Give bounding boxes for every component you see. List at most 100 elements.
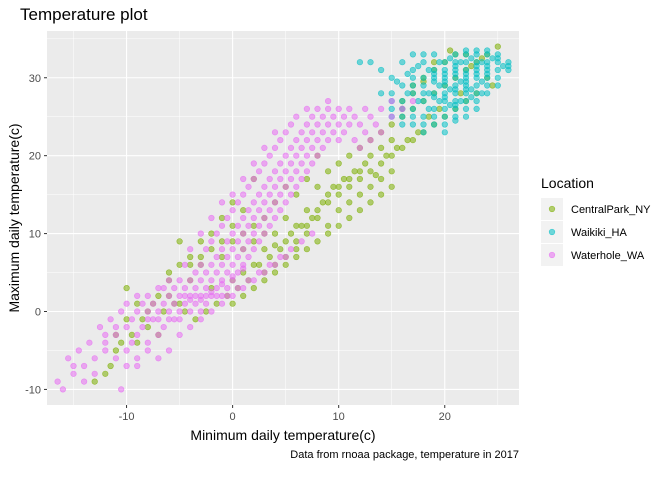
data-point-waikiki-ha [431, 121, 438, 128]
data-point-waterhole-wa [266, 222, 273, 229]
data-point-waterhole-wa [335, 105, 342, 112]
data-point-centralpark-ny [293, 246, 300, 253]
data-points [54, 43, 512, 393]
y-tick-label: 30 [29, 73, 41, 85]
data-point-waikiki-ha [436, 97, 443, 105]
data-point-centralpark-ny [346, 152, 353, 159]
data-point-centralpark-ny [314, 207, 321, 214]
data-point-waterhole-wa [139, 324, 146, 331]
data-point-waterhole-wa [229, 292, 236, 300]
data-point-waterhole-wa [261, 269, 268, 276]
data-point-waterhole-wa [208, 277, 215, 284]
data-point-centralpark-ny [298, 222, 305, 229]
data-point-waterhole-wa [218, 246, 226, 253]
data-point-waterhole-wa [176, 308, 183, 315]
data-point-waikiki-ha [462, 59, 470, 66]
data-point-waterhole-wa [271, 214, 279, 222]
data-point-waterhole-wa [271, 168, 279, 175]
data-point-waterhole-wa [187, 246, 194, 253]
data-point-centralpark-ny [165, 269, 173, 276]
data-point-centralpark-ny [271, 269, 279, 276]
legend-label-waterhole-wa: Waterhole_WA [571, 250, 645, 262]
data-point-waterhole-wa [245, 238, 252, 245]
data-point-waterhole-wa [59, 386, 67, 393]
data-point-waterhole-wa [160, 324, 167, 331]
data-point-centralpark-ny [356, 191, 364, 198]
data-point-waterhole-wa [234, 285, 241, 292]
data-point-waterhole-wa [86, 339, 93, 346]
data-point-waterhole-wa [245, 207, 252, 214]
data-point-waterhole-wa [282, 129, 289, 136]
data-point-waterhole-wa [80, 378, 88, 385]
data-point-centralpark-ny [425, 113, 432, 120]
data-point-waterhole-wa [298, 129, 305, 136]
axis-ticks: -10 0 10 20 -10 0 10 20 30 [25, 73, 451, 423]
data-point-waterhole-wa [314, 121, 321, 128]
data-point-waterhole-wa [372, 121, 379, 128]
data-point-waterhole-wa [203, 292, 210, 300]
data-point-waterhole-wa [309, 230, 316, 237]
data-point-waikiki-ha [473, 70, 480, 77]
data-point-centralpark-ny [378, 144, 385, 151]
data-point-centralpark-ny [367, 152, 374, 159]
data-point-waterhole-wa [218, 222, 226, 229]
data-point-waikiki-ha [462, 86, 470, 93]
data-point-waikiki-ha [478, 78, 486, 85]
data-point-centralpark-ny [181, 308, 188, 315]
data-point-waterhole-wa [192, 300, 199, 307]
data-point-waikiki-ha [484, 90, 491, 97]
x-tick-label: -10 [119, 411, 135, 423]
data-point-centralpark-ny [128, 331, 135, 339]
data-point-waterhole-wa [388, 97, 395, 105]
data-point-waterhole-wa [224, 269, 231, 276]
data-point-waterhole-wa [144, 292, 151, 300]
data-point-waikiki-ha [431, 78, 438, 85]
data-point-waterhole-wa [213, 285, 220, 292]
data-point-waikiki-ha [447, 55, 454, 62]
data-point-waterhole-wa [287, 246, 295, 253]
data-point-waterhole-wa [271, 199, 279, 206]
data-point-waterhole-wa [54, 378, 61, 385]
data-point-waikiki-ha [468, 86, 475, 93]
data-point-centralpark-ny [325, 222, 332, 229]
data-point-centralpark-ny [314, 183, 321, 190]
data-point-waterhole-wa [144, 347, 151, 354]
data-point-waterhole-wa [187, 296, 194, 303]
data-point-waterhole-wa [155, 331, 162, 339]
data-point-centralpark-ny [218, 253, 226, 261]
data-point-waterhole-wa [335, 121, 342, 128]
data-point-waterhole-wa [218, 281, 226, 288]
data-point-centralpark-ny [319, 199, 326, 206]
data-point-waikiki-ha [473, 47, 480, 54]
data-point-waterhole-wa [250, 199, 257, 206]
data-point-centralpark-ny [346, 199, 353, 206]
data-point-waikiki-ha [494, 55, 501, 62]
data-point-centralpark-ny [176, 238, 183, 245]
data-point-waterhole-wa [367, 137, 374, 144]
data-point-waterhole-wa [298, 144, 305, 151]
data-point-waterhole-wa [203, 269, 210, 276]
data-point-waterhole-wa [134, 292, 141, 300]
data-point-waterhole-wa [287, 160, 295, 167]
data-point-waterhole-wa [197, 308, 204, 315]
data-point-waterhole-wa [409, 97, 417, 105]
data-point-centralpark-ny [250, 285, 257, 292]
data-point-centralpark-ny [229, 300, 236, 307]
data-point-waterhole-wa [245, 183, 252, 190]
data-point-waterhole-wa [208, 214, 215, 222]
data-point-waikiki-ha [420, 129, 427, 136]
data-point-waikiki-ha [462, 105, 470, 112]
data-point-waterhole-wa [107, 316, 114, 323]
data-point-waterhole-wa [362, 129, 369, 136]
data-point-waikiki-ha [452, 51, 459, 58]
data-point-waikiki-ha [457, 78, 464, 85]
data-point-waterhole-wa [234, 238, 241, 245]
data-point-centralpark-ny [431, 59, 438, 66]
data-point-waterhole-wa [123, 347, 130, 354]
data-point-waterhole-wa [388, 113, 395, 120]
data-point-waikiki-ha [447, 86, 454, 93]
data-point-centralpark-ny [91, 378, 98, 385]
data-point-centralpark-ny [192, 316, 199, 323]
data-point-centralpark-ny [303, 175, 311, 183]
data-point-centralpark-ny [118, 339, 125, 346]
